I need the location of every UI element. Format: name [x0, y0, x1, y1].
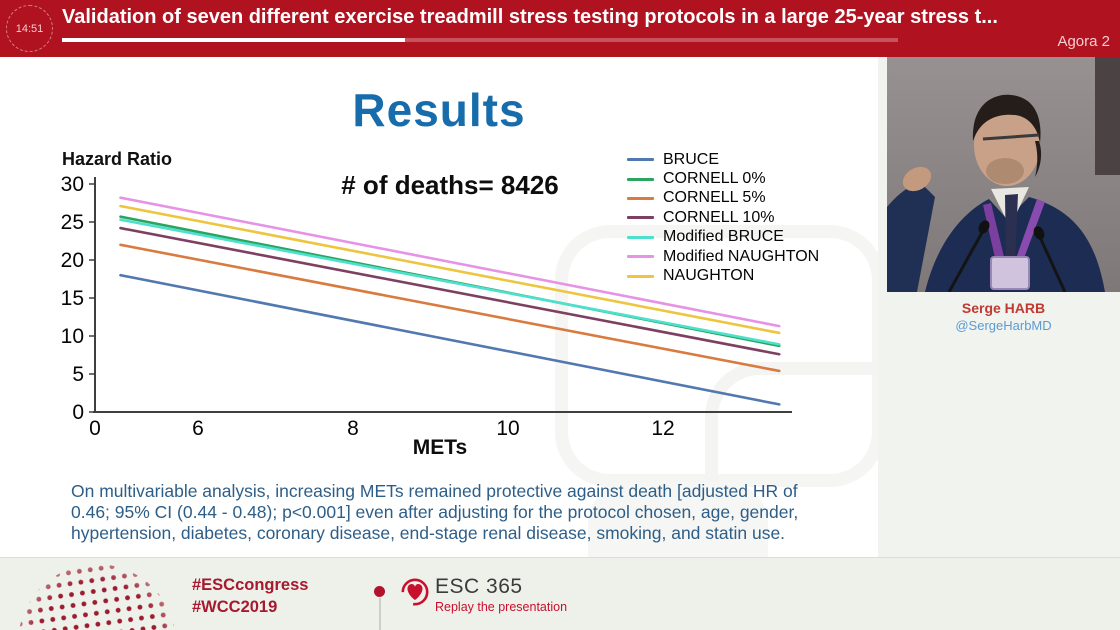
- series-line-BRUCE: [119, 273, 781, 406]
- legend-label: CORNELL 10%: [663, 208, 775, 226]
- progress-bar[interactable]: [62, 38, 898, 42]
- legend-swatch: [627, 158, 654, 162]
- timer-badge: 14:51: [6, 5, 53, 52]
- hazard-ratio-chart: 0 5 10 15 20 25 30 0 6 8 10 12: [61, 173, 792, 440]
- legend-label: NAUGHTON: [663, 267, 755, 285]
- y-tick-label: 0: [72, 401, 84, 424]
- legend-item: CORNELL 10%: [627, 208, 819, 227]
- legend-item: Modified BRUCE: [627, 228, 819, 247]
- slide-content: Results Hazard Ratio # of deaths= 8426 0…: [0, 57, 878, 557]
- presentation-title: Validation of seven different exercise t…: [62, 6, 998, 28]
- speaker-video-frame: [887, 57, 1120, 292]
- speaker-twitter-handle[interactable]: @SergeHarbMD: [955, 318, 1052, 333]
- esc-365-brand: ESC 365: [435, 575, 523, 598]
- legend-item: NAUGHTON: [627, 266, 819, 285]
- dotted-globe-logo: [7, 558, 187, 630]
- y-axis-title: Hazard Ratio: [62, 149, 173, 169]
- microphone-icon: [978, 220, 990, 234]
- legend-label: Modified BRUCE: [663, 228, 784, 246]
- esc-365-logo[interactable]: ESC 365 Replay the presentation: [399, 575, 567, 614]
- analysis-text: On multivariable analysis, increasing ME…: [71, 481, 799, 544]
- legend-label: Modified NAUGHTON: [663, 247, 820, 265]
- x-tick-label: 8: [347, 417, 359, 440]
- legend-swatch: [627, 216, 654, 220]
- y-tick-label: 10: [61, 325, 84, 348]
- legend-item: BRUCE: [627, 150, 819, 169]
- x-tick-label: 6: [192, 417, 204, 440]
- background-screen: [1095, 57, 1120, 175]
- legend-swatch: [627, 235, 654, 239]
- timeline-dot: [374, 586, 385, 597]
- legend-item: CORNELL 0%: [627, 169, 819, 188]
- slide-title: Results: [352, 84, 526, 136]
- watermark-shape: [588, 482, 768, 557]
- legend-item: CORNELL 5%: [627, 189, 819, 208]
- timestamp: 14:51: [15, 22, 44, 35]
- room-label: Agora 2: [1057, 33, 1110, 50]
- series-line-CORNELL 10%: [119, 226, 781, 356]
- header-bar: 14:51 Validation of seven different exer…: [0, 0, 1120, 57]
- x-axis-title: METs: [412, 436, 468, 459]
- esc-365-tagline: Replay the presentation: [435, 600, 568, 614]
- y-tick-label: 30: [61, 173, 84, 196]
- legend-swatch: [627, 196, 654, 200]
- timeline-line: [379, 598, 381, 630]
- legend-swatch: [627, 274, 654, 278]
- y-tick-label: 15: [61, 287, 84, 310]
- series-line-CORNELL 5%: [119, 243, 781, 373]
- speaker-panel: Serge HARB @SergeHarbMD: [878, 57, 1120, 557]
- hashtag-esccongress: #ESCcongress: [192, 576, 309, 594]
- microphone-icon: [1033, 226, 1045, 240]
- progress-fill: [62, 38, 405, 42]
- y-tick-label: 5: [72, 363, 84, 386]
- footer-bar: #ESCcongress #WCC2019 ESC 365 Replay the…: [0, 557, 1120, 630]
- legend-label: CORNELL 0%: [663, 170, 766, 188]
- congress-hashtags: #ESCcongress #WCC2019: [192, 574, 308, 619]
- chart-legend: BRUCE CORNELL 0% CORNELL 5% CORNELL 10% Modi…: [627, 150, 819, 286]
- esc-heart-icon: [401, 578, 429, 606]
- y-tick-label: 20: [61, 249, 84, 272]
- legend-label: CORNELL 5%: [663, 189, 766, 207]
- series-line-Modified BRUCE: [119, 218, 781, 346]
- x-tick-label: 12: [651, 417, 674, 440]
- y-tick-label: 25: [61, 211, 84, 234]
- legend-label: BRUCE: [663, 150, 720, 168]
- glasses-icon: [982, 133, 1040, 141]
- series-line-Modified NAUGHTON: [119, 196, 781, 328]
- x-tick-label: 0: [89, 417, 101, 440]
- deaths-annotation: # of deaths= 8426: [341, 170, 559, 200]
- legend-swatch: [627, 177, 654, 181]
- legend-swatch: [627, 255, 654, 259]
- legend-item: Modified NAUGHTON: [627, 247, 819, 266]
- speaker-video[interactable]: [887, 57, 1120, 292]
- x-tick-label: 10: [496, 417, 519, 440]
- slide-area: Results Hazard Ratio # of deaths= 8426 0…: [0, 57, 878, 557]
- hashtag-wcc2019: #WCC2019: [192, 598, 278, 617]
- series-line-NAUGHTON: [119, 204, 781, 335]
- speaker-name: Serge HARB: [961, 300, 1046, 316]
